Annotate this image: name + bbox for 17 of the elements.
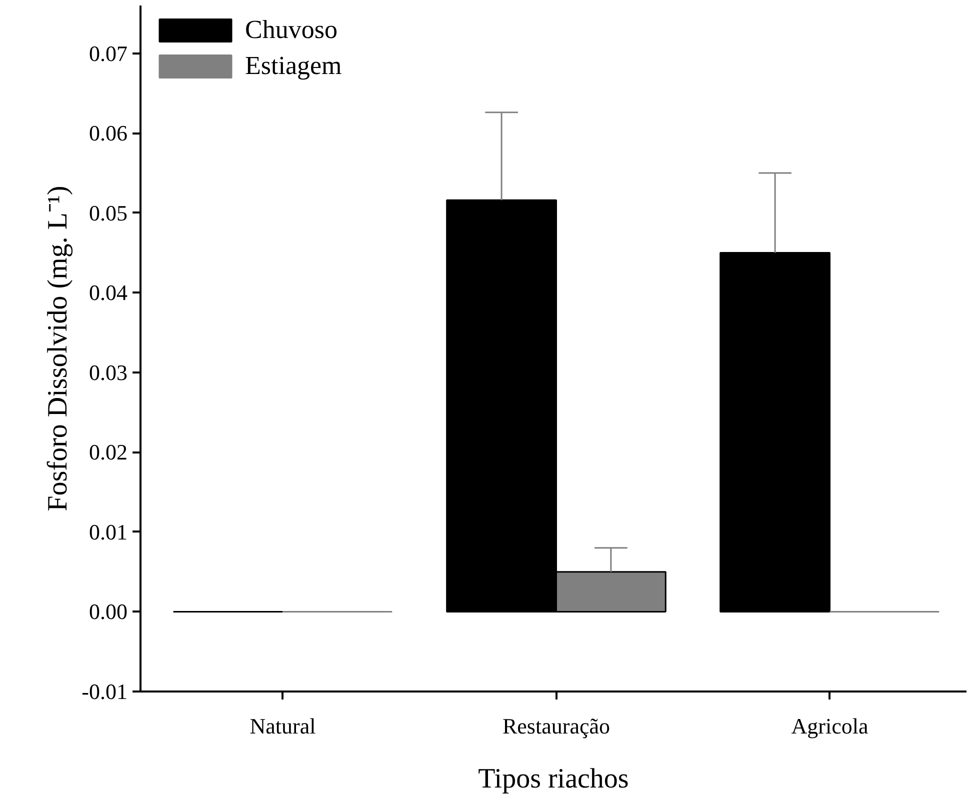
y-tick-label: 0.01 (89, 519, 128, 544)
y-tick-label: 0.05 (89, 200, 128, 226)
y-axis-title: Fosforo Dissolvido (mg. L⁻¹) (42, 186, 74, 512)
x-axis-title: Tipos riachos (478, 764, 629, 794)
y-tick-label: 0.07 (89, 40, 128, 66)
y-tick-label: 0.03 (89, 360, 128, 385)
y-tick-label: 0.00 (89, 599, 128, 624)
legend-label: Estiagem (245, 51, 342, 81)
x-tick-label: Natural (250, 714, 316, 738)
x-tick-label: Restauração (502, 714, 610, 738)
y-tick-label: 0.02 (89, 440, 128, 465)
y-tick-label: -0.01 (82, 679, 128, 704)
y-tick-label: 0.06 (89, 120, 128, 146)
y-tick-label: 0.04 (89, 280, 128, 306)
legend-label: Chuvoso (245, 15, 338, 45)
x-tick-label: Agricola (791, 714, 868, 738)
bar (720, 252, 830, 612)
